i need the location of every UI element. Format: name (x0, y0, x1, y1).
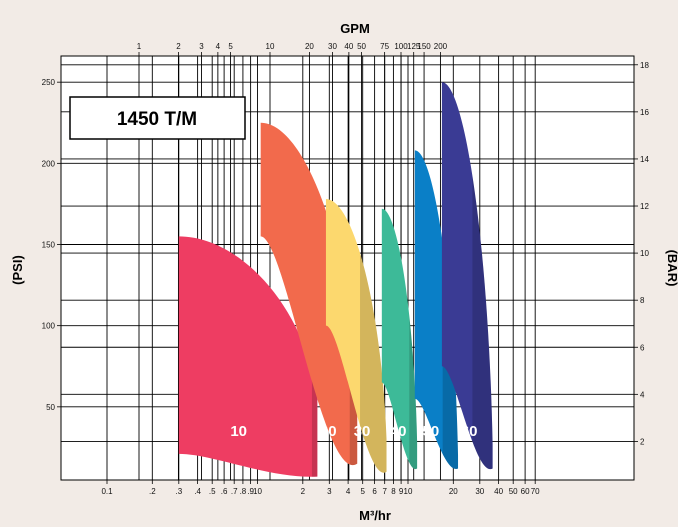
bottom-tick-label: 10 (404, 487, 413, 496)
left-tick-label: 50 (46, 403, 55, 412)
bottom-tick-label: 20 (449, 487, 458, 496)
right-tick-label: 2 (640, 437, 645, 446)
top-tick-label: 125 (407, 42, 421, 51)
plot-border (60, 55, 635, 481)
series-area-30 (325, 199, 387, 473)
bottom-tick-label: 3 (327, 487, 332, 496)
bottom-tick-label: 30 (475, 487, 484, 496)
bottom-tick-label: .2 (149, 487, 156, 496)
bottom-tick-label: 9 (399, 487, 404, 496)
bottom-tick-label: .4 (194, 487, 201, 496)
left-tick-label: 100 (42, 322, 56, 331)
bottom-axis-title: M³/hr (359, 508, 391, 523)
series-label-10: 10 (230, 423, 247, 440)
bottom-tick-label: 4 (346, 487, 351, 496)
top-tick-label: 30 (328, 42, 337, 51)
top-tick-label: 3 (199, 42, 204, 51)
title-badge: 1450 T/M (69, 96, 246, 140)
chart-title: 1450 T/M (117, 109, 197, 130)
bottom-tick-label: 70 (531, 487, 540, 496)
right-tick-label: 8 (640, 296, 645, 305)
bottom-tick-label: .7 (231, 487, 238, 496)
series-label-30: 30 (354, 423, 371, 440)
series-area-60 (441, 82, 493, 470)
bottom-tick-label: .6 (221, 487, 228, 496)
bottom-tick-label: .3 (175, 487, 182, 496)
bottom-tick-label: .9 (247, 487, 254, 496)
right-tick-label: 6 (640, 343, 645, 352)
top-tick-label: 1 (137, 42, 142, 51)
right-axis-title: (BAR) (665, 250, 678, 287)
top-tick-label: 40 (344, 42, 353, 51)
bottom-tick-label: .5 (209, 487, 216, 496)
left-axis-title: (PSI) (10, 255, 25, 285)
right-tick-label: 12 (640, 202, 649, 211)
right-tick-label: 18 (640, 61, 649, 70)
top-axis-title: GPM (340, 21, 370, 36)
top-tick-label: 2 (176, 42, 181, 51)
right-tick-label: 4 (640, 390, 645, 399)
series-label-20: 20 (320, 423, 337, 440)
title-badge-box (69, 96, 246, 140)
bottom-tick-label: 2 (301, 487, 306, 496)
series-labels: 10 20 30 40 50 60 (230, 423, 477, 440)
top-tick-label: 4 (216, 42, 221, 51)
top-tick-label: 75 (380, 42, 389, 51)
series-area-40 (381, 208, 418, 470)
bottom-tick-label: .8 (240, 487, 247, 496)
bottom-tick-label: 8 (391, 487, 396, 496)
top-tick-label: 20 (305, 42, 314, 51)
left-tick-label: 250 (42, 78, 56, 87)
top-tick-label: 10 (266, 42, 275, 51)
bottom-tick-label: 40 (494, 487, 503, 496)
plot-frame (60, 55, 635, 481)
left-tick-label: 200 (42, 159, 56, 168)
bottom-tick-label: 7 (382, 487, 387, 496)
series-area-10 (178, 236, 318, 477)
bottom-tick-label: 10 (253, 487, 262, 496)
series-label-60: 60 (461, 423, 478, 440)
bottom-tick-label: 6 (372, 487, 377, 496)
top-tick-label: 150 (417, 42, 431, 51)
series-area-20 (260, 122, 358, 466)
right-tick-label: 10 (640, 249, 649, 258)
series-label-40: 40 (390, 423, 407, 440)
right-tick-label: 14 (640, 155, 649, 164)
series-area-50 (414, 150, 459, 469)
top-tick-label: 100 (394, 42, 408, 51)
left-tick-label: 150 (42, 241, 56, 250)
bottom-tick-label: 0.1 (101, 487, 113, 496)
right-tick-label: 16 (640, 108, 649, 117)
bottom-tick-label: 60 (521, 487, 530, 496)
top-tick-label: 5 (228, 42, 233, 51)
bottom-tick-label: 5 (360, 487, 365, 496)
top-tick-label: 200 (434, 42, 448, 51)
series-label-50: 50 (423, 423, 440, 440)
bottom-tick-label: 50 (509, 487, 518, 496)
top-tick-label: 50 (357, 42, 366, 51)
ticks: 0.1.2.3.4.5.6.7.8.9 10 2 3 4 5 6 7 8 9 10 20 30 40 50 6… (42, 42, 650, 496)
